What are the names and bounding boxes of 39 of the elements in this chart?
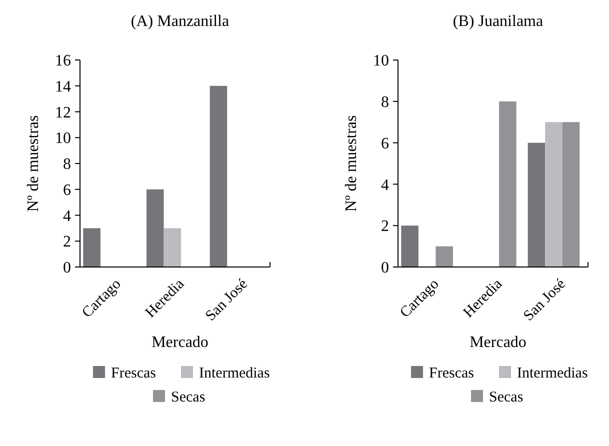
- chart-title: (B) Juanilama: [452, 13, 544, 30]
- legend-label: Secas: [489, 389, 524, 406]
- legend-label: Intermedias: [199, 365, 270, 382]
- chart-title: (A) Manzanilla: [130, 13, 230, 30]
- x-tick-label: San José: [520, 276, 570, 324]
- legend-label: Intermedias: [517, 365, 588, 382]
- legend-label: Secas: [171, 389, 206, 406]
- y-tick-label: 4: [381, 176, 389, 194]
- x-axis-title: Mercado: [470, 334, 526, 351]
- bar: [83, 228, 100, 267]
- y-tick-label: 8: [63, 156, 71, 174]
- legend-label: Frescas: [429, 365, 474, 382]
- y-tick-label: 4: [63, 208, 71, 225]
- x-tick-label: San José: [202, 276, 252, 324]
- y-tick-label: 2: [63, 234, 71, 251]
- y-tick-label: 14: [55, 78, 71, 96]
- bar: [210, 86, 228, 267]
- bar: [499, 101, 516, 267]
- bar: [545, 122, 562, 267]
- y-tick-label: 0: [381, 260, 389, 277]
- bar: [528, 142, 546, 267]
- y-tick-label: 0: [63, 260, 71, 277]
- y-tick-label: 6: [63, 182, 71, 199]
- y-tick-label: 10: [55, 130, 71, 148]
- y-tick-label: 12: [55, 104, 71, 122]
- y-tick-label: 6: [381, 135, 389, 152]
- y-tick-label: 2: [381, 218, 389, 236]
- legend-label: Frescas: [111, 365, 156, 382]
- y-axis-title: Nº de muestras: [25, 115, 42, 212]
- bar: [401, 226, 418, 267]
- bar: [436, 246, 453, 267]
- y-axis-title: Nº de muestras: [343, 115, 360, 212]
- bar: [164, 228, 182, 267]
- x-axis-title: Mercado: [152, 334, 208, 351]
- bar: [562, 122, 580, 267]
- y-tick-label: 16: [55, 52, 71, 70]
- bar: [146, 189, 164, 267]
- y-tick-label: 10: [373, 52, 389, 70]
- y-tick-label: 8: [381, 94, 389, 111]
